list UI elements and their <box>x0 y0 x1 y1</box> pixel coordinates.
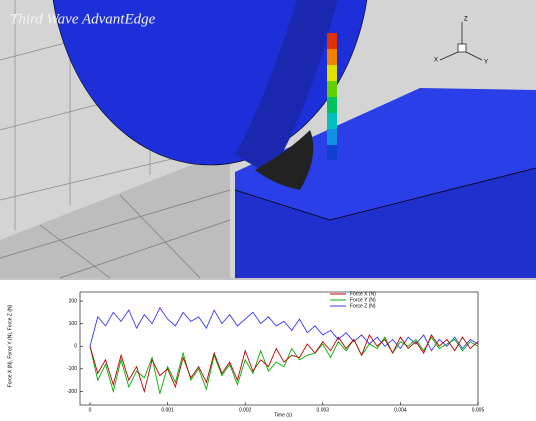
x-axis-title: Time (s) <box>274 412 292 418</box>
legend-label: Force Z (N) <box>350 303 376 309</box>
x-tick-label: 0.002 <box>239 407 252 413</box>
page: {"viewport": {"title": "Third Wave Advan… <box>0 0 536 421</box>
y-tick-label: -100 <box>67 366 77 372</box>
y-tick-label: -200 <box>67 389 77 395</box>
viewport: Third Wave AdvantEdge Z X Y <box>0 0 536 278</box>
app-title: Third Wave AdvantEdge <box>10 11 156 27</box>
y-tick-label: 100 <box>69 321 78 327</box>
x-tick-label: 0.003 <box>317 407 330 413</box>
x-tick-label: 0.004 <box>394 407 407 413</box>
axis-y-label: Y <box>484 60 488 66</box>
y-tick-label: 200 <box>69 298 78 304</box>
axis-x-label: X <box>434 58 438 64</box>
x-tick-label: 0 <box>89 407 92 413</box>
color-bar <box>327 33 337 160</box>
x-tick-label: 0.001 <box>161 407 174 413</box>
y-axis-title: Force X (N), Force Y (N), Force Z (N) <box>7 304 13 387</box>
y-tick-label: 0 <box>74 344 77 350</box>
x-tick-label: 0.005 <box>472 407 485 413</box>
app-window: Third Wave AdvantEdge Z X Y Force X (N),… <box>0 0 536 421</box>
axis-z-label: Z <box>464 17 468 23</box>
